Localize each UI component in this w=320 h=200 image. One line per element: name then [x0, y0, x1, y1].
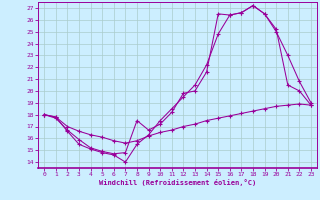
X-axis label: Windchill (Refroidissement éolien,°C): Windchill (Refroidissement éolien,°C): [99, 179, 256, 186]
